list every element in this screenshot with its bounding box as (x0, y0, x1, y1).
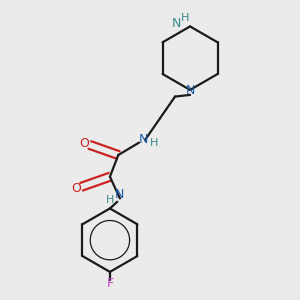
Text: H: H (106, 195, 114, 205)
Text: H: H (181, 13, 189, 23)
Text: N: N (185, 84, 195, 98)
Text: O: O (71, 182, 81, 195)
Text: H: H (150, 138, 158, 148)
Text: O: O (80, 137, 89, 150)
Text: N: N (171, 17, 181, 30)
Text: F: F (106, 277, 113, 290)
Text: N: N (114, 188, 124, 201)
Text: N: N (139, 134, 148, 146)
